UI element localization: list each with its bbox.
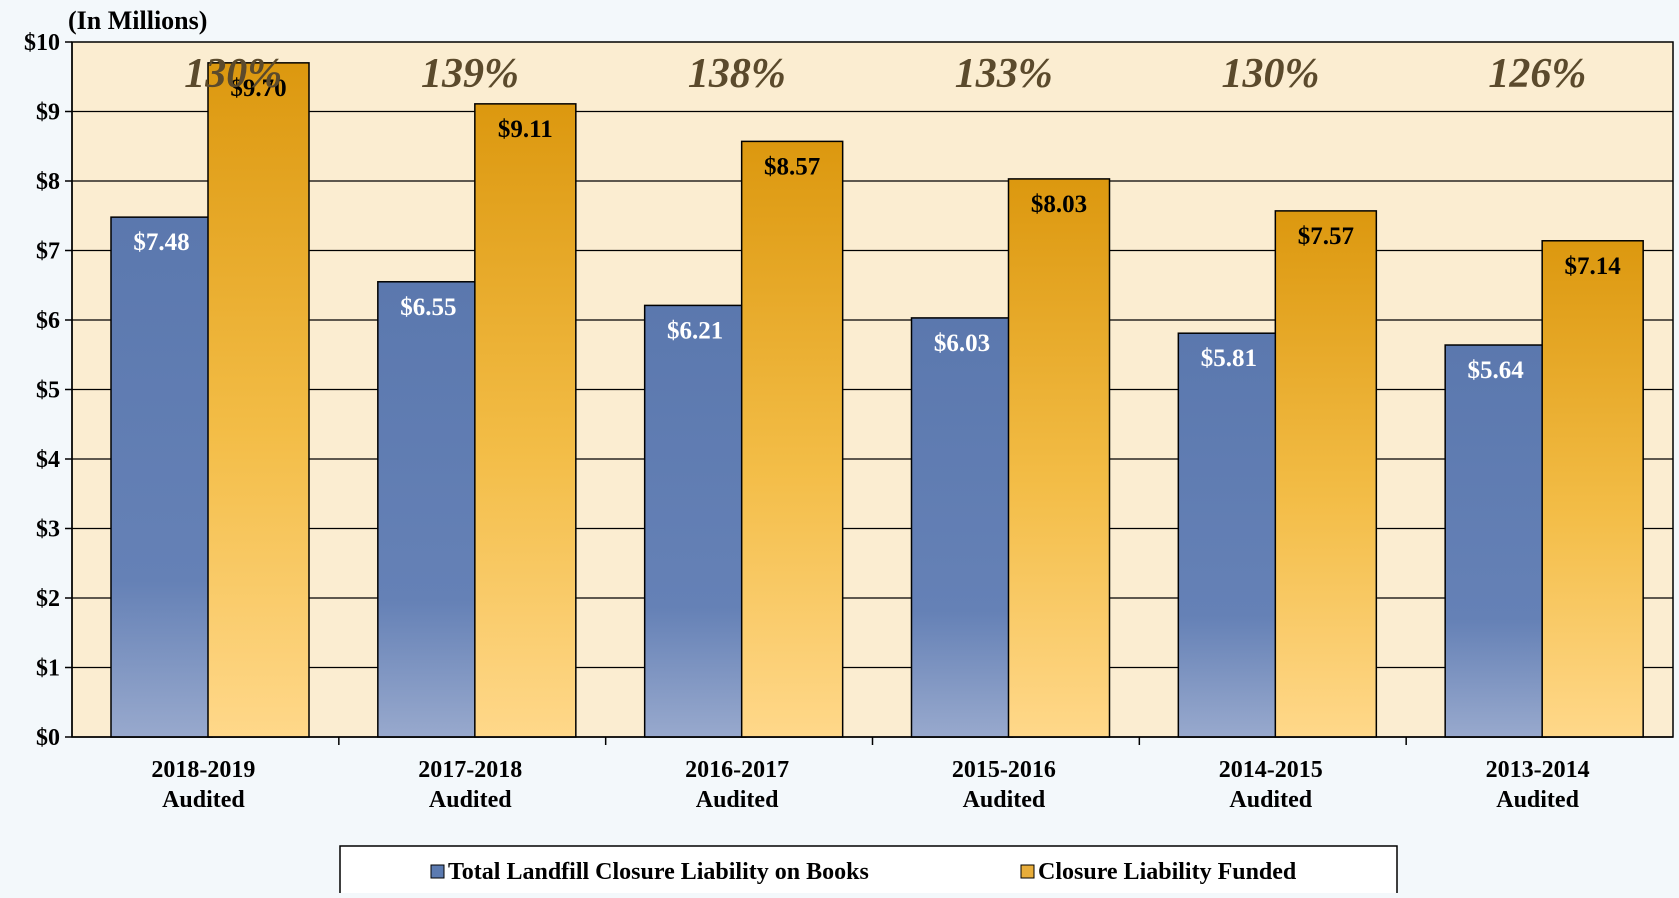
x-tick-label-sub: Audited	[1229, 787, 1312, 813]
x-tick-label: 2013-2014	[1486, 757, 1590, 783]
bar-value-label: $7.14	[1565, 253, 1622, 280]
bar	[207, 62, 310, 738]
y-tick-label: $10	[24, 30, 60, 56]
y-tick-label: $9	[36, 100, 60, 126]
y-tick-label: $4	[36, 447, 60, 473]
x-tick-label-sub: Audited	[162, 787, 245, 813]
y-tick-label: $6	[36, 308, 60, 334]
y-tick-label: $2	[36, 586, 60, 612]
axes: $0 $1 $2 $3 $4 $5 $6 $7 $8 $9 $10	[24, 30, 1673, 751]
bar-value-label: $9.11	[498, 116, 553, 143]
bar	[740, 140, 844, 738]
bars	[110, 62, 1644, 738]
legend-label: Closure Liability Funded	[1038, 859, 1297, 885]
bar-value-label: $5.64	[1468, 357, 1525, 384]
x-tick-label: 2016-2017	[685, 757, 789, 783]
bar-value-label: $6.03	[934, 330, 990, 357]
y-tick-label: $0	[36, 725, 60, 751]
bar	[1177, 332, 1281, 738]
percent-label: 139%	[421, 51, 519, 97]
legend-swatch	[430, 864, 445, 879]
bar	[1444, 344, 1547, 738]
bar	[643, 304, 747, 738]
bar-value-label: $6.55	[400, 294, 456, 321]
x-tick-label: 2014-2015	[1219, 757, 1323, 783]
bar-value-label: $8.57	[764, 153, 820, 180]
gridlines	[72, 110, 1673, 669]
bar	[910, 317, 1014, 738]
x-tick-label: 2018-2019	[151, 757, 255, 783]
labels: $7.48$9.70130%2018-2019Audited$6.55$9.11…	[133, 51, 1621, 813]
bar-value-label: $9.70	[230, 75, 286, 102]
y-tick-label: $5	[36, 378, 60, 404]
x-tick-label: 2017-2018	[418, 757, 522, 783]
bar-value-label: $8.03	[1031, 191, 1087, 218]
legend-box	[339, 845, 1398, 898]
x-tick-label-sub: Audited	[963, 787, 1046, 813]
x-tick-label: 2015-2016	[952, 757, 1056, 783]
percent-label: 130%	[184, 51, 282, 97]
bar-value-label: $5.81	[1201, 345, 1257, 372]
y-tick-label: $3	[36, 517, 60, 543]
y-tick-label: $7	[36, 239, 60, 265]
bar	[474, 103, 577, 738]
x-tick-label-sub: Audited	[1496, 787, 1579, 813]
legend: Total Landfill Closure Liability on Book…	[339, 845, 1398, 898]
x-tick-label-sub: Audited	[696, 787, 779, 813]
bar-value-label: $7.48	[133, 229, 189, 256]
y-tick-label: $1	[36, 656, 60, 682]
percent-label: 126%	[1488, 51, 1586, 97]
bar-value-label: $6.21	[667, 317, 723, 344]
x-tick-label-sub: Audited	[429, 787, 512, 813]
percent-label: 133%	[955, 51, 1053, 97]
percent-label: 138%	[688, 51, 786, 97]
bar	[1007, 178, 1111, 738]
percent-label: 130%	[1222, 51, 1320, 97]
y-tick-label: $8	[36, 169, 60, 195]
legend-label: Total Landfill Closure Liability on Book…	[448, 859, 869, 885]
legend-swatch	[1020, 864, 1035, 879]
bar	[377, 281, 480, 738]
bar	[110, 216, 213, 738]
unit-label: (In Millions)	[68, 6, 207, 35]
bar-value-label: $7.57	[1298, 223, 1354, 250]
bar	[1274, 210, 1378, 738]
bar	[1541, 240, 1644, 738]
